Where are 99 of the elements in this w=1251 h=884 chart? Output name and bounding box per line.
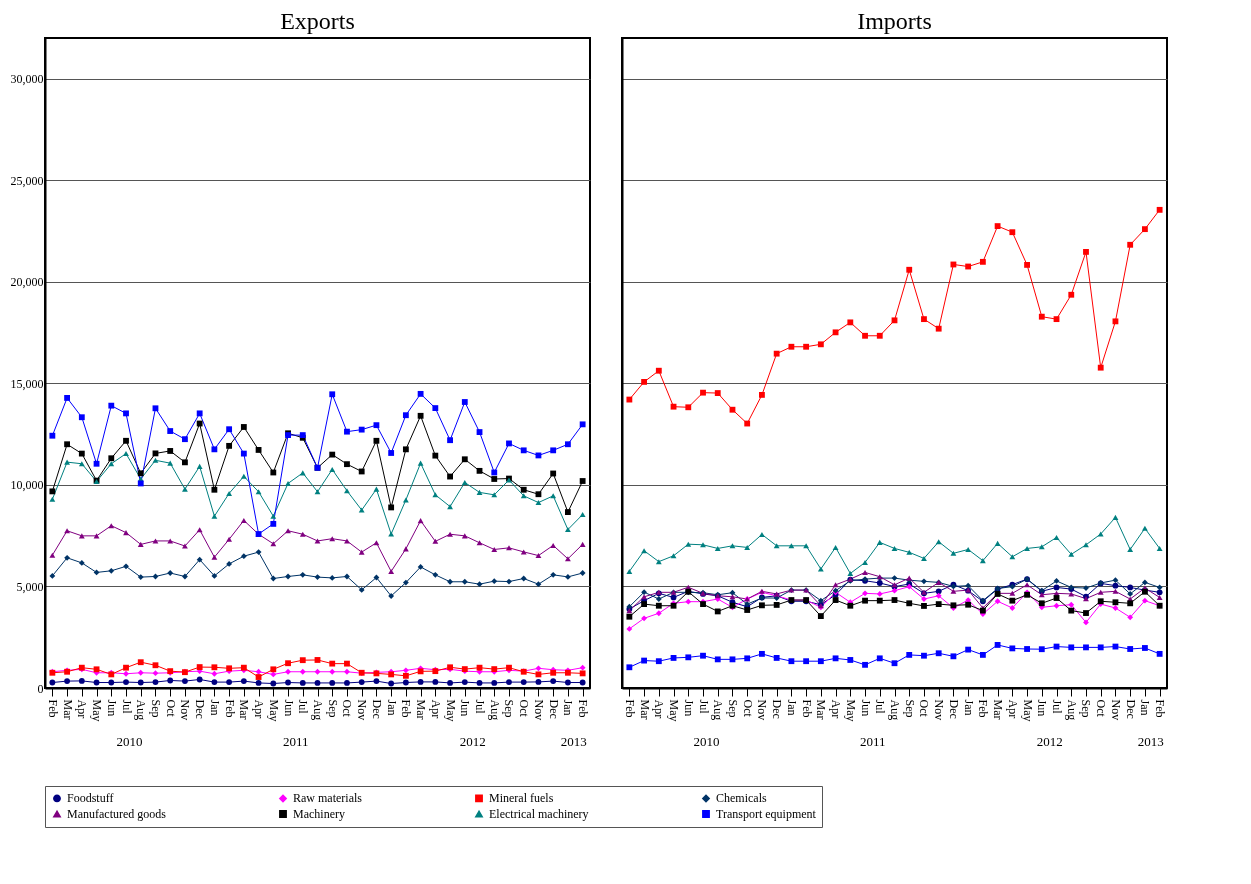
x-tick-label: Oct <box>340 699 355 718</box>
y-tick-label: 10,000 <box>10 478 44 493</box>
x-tick-label: May <box>843 699 858 722</box>
x-tick-label: Aug <box>487 699 502 721</box>
x-tick-label: Dec <box>946 699 961 719</box>
x-tick-label: Jul <box>296 699 311 715</box>
x-tick-label: Jun <box>104 699 119 717</box>
x-tick-label: Feb <box>45 699 60 718</box>
x-tick-label: May <box>667 699 682 722</box>
x-tick-label: Jun <box>281 699 296 717</box>
text: 2011 <box>859 734 886 749</box>
x-tick-label: Feb <box>222 699 237 718</box>
x-tick-label: Jun <box>681 699 696 717</box>
legend-label: Mineral fuels <box>489 791 554 806</box>
x-tick-label: Aug <box>888 699 902 721</box>
x-tick-label: Oct <box>163 699 178 718</box>
x-tick-label: Dec <box>546 699 561 719</box>
x-tick-label: Oct <box>517 699 532 718</box>
x-tick-label: Dec <box>369 699 384 719</box>
chart-title: Imports <box>857 8 932 34</box>
x-tick-label: Nov <box>755 699 770 721</box>
x-tick-label: Jul <box>119 699 134 715</box>
x-tick-label: Feb <box>1153 699 1168 718</box>
x-tick-label: Apr <box>252 699 267 719</box>
x-tick-label: Sep <box>502 699 517 718</box>
x-tick-label: Jun <box>458 699 473 717</box>
x-tick-label: Jul <box>873 699 888 715</box>
x-tick-label: Nov <box>932 699 947 721</box>
x-tick-label: Mar <box>991 699 1006 720</box>
x-tick-label: Jul <box>1050 699 1065 715</box>
x-tick-label: Dec <box>770 699 785 719</box>
y-tick-label: 30,000 <box>10 72 44 87</box>
x-tick-label: Aug <box>311 699 325 721</box>
x-tick-label: Nov <box>178 699 193 721</box>
x-tick-label: Dec <box>1123 699 1138 719</box>
x-tick-label: Oct <box>917 699 932 718</box>
legend-label: Foodstuff <box>67 791 114 806</box>
text: 2010 <box>116 734 143 749</box>
y-tick-label: 5,000 <box>16 579 44 594</box>
text: 2013 <box>1137 734 1164 749</box>
x-tick-label: Feb <box>799 699 814 718</box>
x-tick-label: Sep <box>725 699 740 718</box>
x-tick-label: Aug <box>711 699 726 721</box>
x-tick-label: Aug <box>1064 699 1079 721</box>
text: 2011 <box>282 734 309 749</box>
x-tick-label: Jun <box>858 699 873 717</box>
y-tick-label: 0 <box>37 681 44 696</box>
x-tick-label: Jul <box>696 699 711 715</box>
x-tick-label: Aug <box>134 699 149 721</box>
y-tick-label: 20,000 <box>10 275 44 290</box>
x-tick-label: Mar <box>60 699 75 720</box>
x-tick-label: Apr <box>75 699 90 719</box>
x-tick-label: Mar <box>814 699 829 720</box>
x-tick-label: Feb <box>576 699 591 718</box>
x-tick-label: Sep <box>902 699 917 718</box>
x-tick-label: Sep <box>1079 699 1094 718</box>
x-tick-label: Nov <box>531 699 546 721</box>
legend-label: Transport equipment <box>716 807 817 821</box>
x-tick-label: Sep <box>148 699 163 718</box>
x-tick-label: Mar <box>237 699 252 720</box>
x-tick-label: Jan <box>207 699 222 716</box>
x-tick-label: May <box>266 699 281 722</box>
x-tick-label: Jul <box>473 699 488 715</box>
x-tick-label: May <box>1020 699 1035 722</box>
x-tick-label: Jan <box>1138 699 1153 716</box>
x-tick-label: Jan <box>561 699 576 716</box>
x-tick-label: Apr <box>428 699 443 719</box>
x-tick-label: Jun <box>1035 699 1050 717</box>
x-tick-label: Nov <box>1108 699 1123 721</box>
text: 2012 <box>1036 734 1063 749</box>
text: 2013 <box>560 734 587 749</box>
x-tick-label: Jan <box>961 699 976 716</box>
x-tick-label: Feb <box>399 699 414 718</box>
x-tick-label: Jan <box>384 699 399 716</box>
x-tick-label: May <box>443 699 458 722</box>
x-tick-label: Oct <box>1094 699 1109 718</box>
legend-label: Chemicals <box>716 791 767 806</box>
legend-label: Machinery <box>293 807 345 821</box>
text: 2012 <box>459 734 486 749</box>
legend-label: Electrical machinery <box>489 807 589 821</box>
legend-label: Manufactured goods <box>67 807 167 821</box>
y-tick-label: 15,000 <box>10 376 44 391</box>
x-tick-label: Mar <box>414 699 429 720</box>
x-tick-label: Nov <box>355 699 370 721</box>
y-tick-label: 25,000 <box>10 173 44 188</box>
chart-title: Exports <box>280 8 355 34</box>
x-tick-label: Dec <box>193 699 208 719</box>
x-tick-label: Jan <box>784 699 799 716</box>
x-tick-label: Oct <box>740 699 755 718</box>
x-tick-label: Feb <box>976 699 991 718</box>
x-tick-label: Apr <box>829 699 844 719</box>
legend-label: Raw materials <box>293 791 363 806</box>
x-tick-label: Apr <box>652 699 667 719</box>
x-tick-label: Feb <box>622 699 637 718</box>
text: 2010 <box>693 734 720 749</box>
x-tick-label: Sep <box>325 699 340 718</box>
x-tick-label: May <box>90 699 105 722</box>
x-tick-label: Apr <box>1005 699 1020 719</box>
x-tick-label: Mar <box>637 699 652 720</box>
